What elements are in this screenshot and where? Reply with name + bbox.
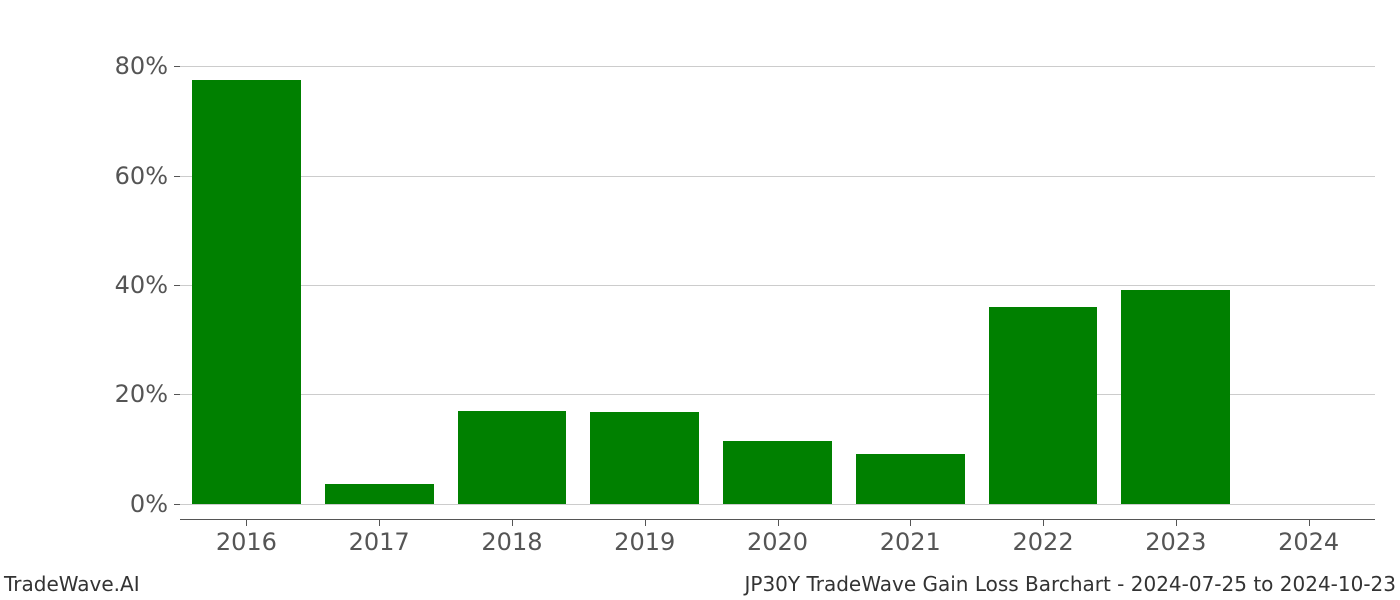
x-tick-label: 2018 bbox=[481, 520, 542, 556]
gridline bbox=[180, 176, 1375, 177]
bar bbox=[325, 484, 434, 503]
x-tick-label: 2022 bbox=[1013, 520, 1074, 556]
bar bbox=[856, 454, 965, 503]
y-tick-label: 20% bbox=[115, 380, 180, 408]
x-tick-label: 2021 bbox=[880, 520, 941, 556]
y-tick-label: 0% bbox=[130, 490, 180, 518]
bar bbox=[989, 307, 1098, 504]
chart-container: 0% 20% 40% 60% 80% 2016 2017 2018 2019 2020 2021 20… bbox=[0, 0, 1400, 600]
footer-right-caption: JP30Y TradeWave Gain Loss Barchart - 202… bbox=[745, 572, 1397, 596]
bar bbox=[590, 412, 699, 504]
x-tick-label: 2019 bbox=[614, 520, 675, 556]
y-tick-label: 40% bbox=[115, 271, 180, 299]
x-tick-label: 2023 bbox=[1145, 520, 1206, 556]
footer-left-brand: TradeWave.AI bbox=[4, 572, 140, 596]
x-tick-label: 2016 bbox=[216, 520, 277, 556]
x-tick-label: 2024 bbox=[1278, 520, 1339, 556]
x-tick-label: 2017 bbox=[349, 520, 410, 556]
gridline bbox=[180, 285, 1375, 286]
bar bbox=[723, 441, 832, 504]
bar bbox=[192, 80, 301, 504]
gridline bbox=[180, 66, 1375, 67]
y-tick-label: 80% bbox=[115, 52, 180, 80]
y-tick-label: 60% bbox=[115, 162, 180, 190]
gridline bbox=[180, 504, 1375, 505]
bar bbox=[1121, 290, 1230, 503]
plot-area: 0%20%40%60%80%20162017201820192020202120… bbox=[180, 50, 1375, 520]
x-tick-label: 2020 bbox=[747, 520, 808, 556]
bar bbox=[458, 411, 567, 504]
